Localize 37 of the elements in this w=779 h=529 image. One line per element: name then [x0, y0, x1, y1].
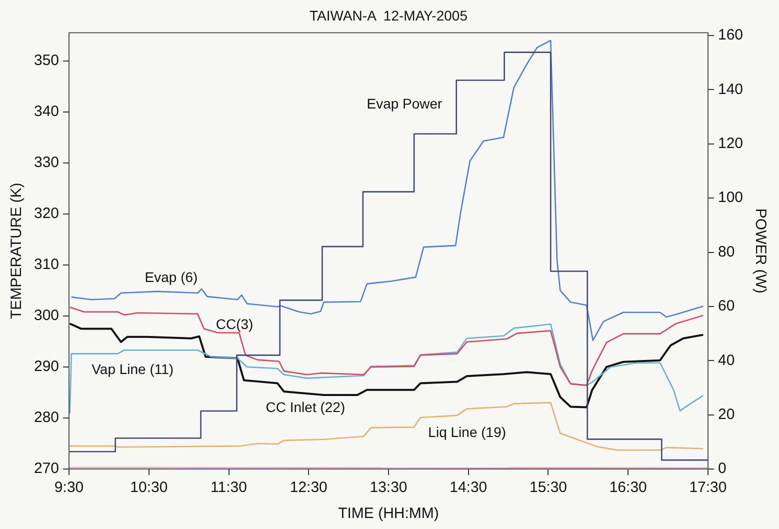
- x-tick-label: 14:30: [450, 479, 488, 496]
- series-label: CC(3): [216, 316, 254, 332]
- x-tick-label: 10:30: [130, 479, 168, 496]
- x-tick-label: 16:30: [609, 479, 647, 496]
- x-tick-label: 17:30: [689, 479, 727, 496]
- series-label: Liq Line (19): [428, 424, 506, 440]
- x-tick-label: 15:30: [529, 479, 568, 496]
- series-label: Vap Line (11): [92, 360, 174, 377]
- x-tick-label: 11:30: [210, 479, 247, 496]
- series-label: CC Inlet (22): [266, 399, 346, 416]
- y-tick-label: 340: [34, 103, 60, 120]
- y-tick-label: 350: [34, 52, 60, 69]
- x-tick-label: 12:30: [290, 479, 328, 496]
- y-tick-label: 310: [34, 256, 60, 274]
- y-tick-label: 300: [34, 307, 60, 324]
- x-tick-label: 13:30: [370, 479, 408, 496]
- y2-tick-label: 120: [718, 135, 744, 152]
- series-label: Evap Power: [366, 96, 443, 112]
- y2-tick-label: 160: [718, 26, 744, 44]
- y2-tick-label: 80: [718, 243, 735, 260]
- y2-tick-label: 100: [718, 189, 744, 206]
- chart-title: TAIWAN-A 12-MAY-2005: [310, 7, 468, 24]
- y2-tick-label: 0: [718, 460, 726, 478]
- y-tick-label: 270: [34, 460, 60, 478]
- y2-tick-label: 140: [718, 80, 744, 98]
- y-tick-label: 320: [34, 205, 60, 222]
- x-tick-label: 9:30: [54, 479, 84, 496]
- y2-tick-label: 60: [718, 298, 735, 315]
- x-axis-title: TIME (HH:MM): [338, 505, 439, 522]
- y2-tick-label: 40: [718, 352, 735, 369]
- y-tick-label: 330: [34, 154, 60, 172]
- series-label: Evap (6): [144, 268, 198, 285]
- y-tick-label: 280: [34, 409, 60, 426]
- y-axis-title: TEMPERATURE (K): [8, 182, 26, 320]
- y2-axis-title: POWER (W): [752, 208, 769, 294]
- y2-tick-label: 20: [718, 406, 735, 423]
- y-tick-label: 290: [34, 358, 60, 376]
